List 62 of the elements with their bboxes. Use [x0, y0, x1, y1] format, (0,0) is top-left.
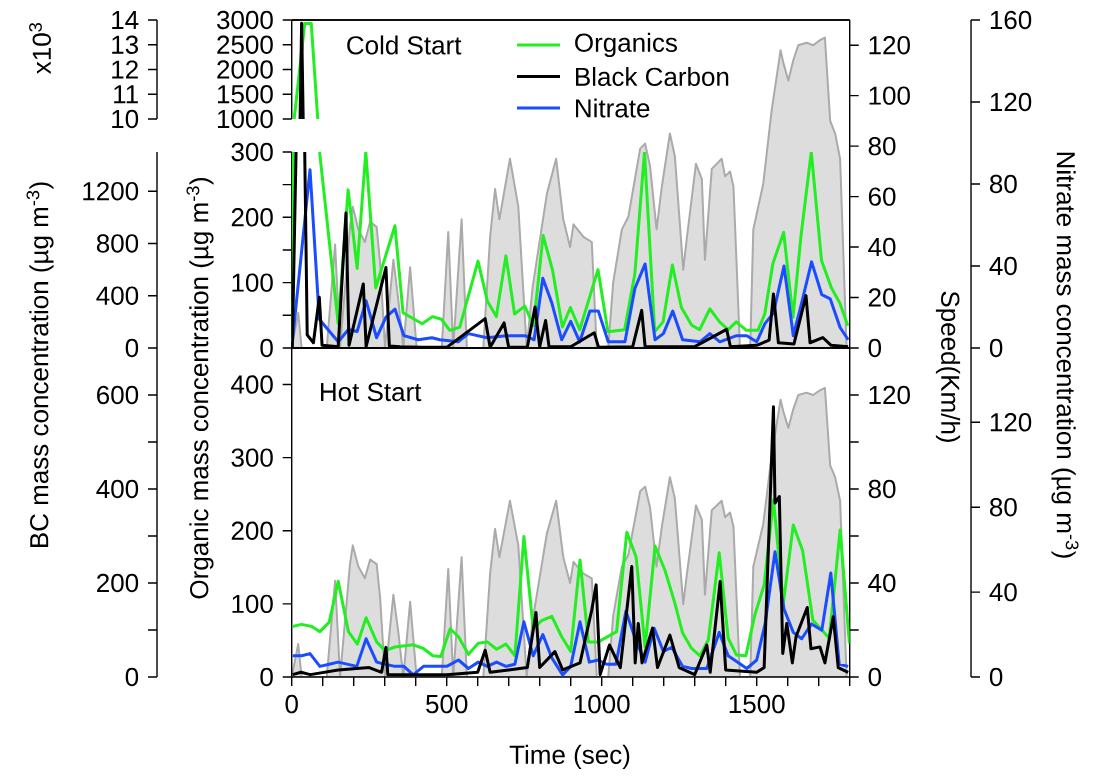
y-tick-label: 800: [96, 234, 139, 253]
y2-tick-label: 120: [869, 36, 910, 55]
y-tick-label: 400: [96, 479, 139, 499]
y-axis-title: Organic mass concentration (µg m$^{-3}$): [186, 177, 214, 599]
y-tick-label: 0: [125, 667, 139, 687]
text: x10$^{3}$: [29, 23, 51, 74]
y-tick-label: 200: [231, 208, 273, 227]
y3-axis-title: Nitrate mass concentration (µg m$^{-3}$): [1051, 152, 1079, 558]
y-tick-label: 600: [97, 385, 139, 405]
y-tick-label: 400: [96, 286, 139, 305]
x-tick-label: 1500: [729, 694, 785, 714]
y-tick-label: 200: [231, 521, 273, 540]
y-tick-label: 0: [260, 667, 273, 687]
y2-tick-label: 20: [868, 288, 896, 307]
y-tick-label: 0: [260, 338, 273, 358]
y2-tick-label: 0: [868, 338, 882, 358]
y2-tick-label: 80: [868, 479, 896, 499]
y-tick-label: 300: [231, 142, 273, 162]
y-tick-label: 1500: [217, 85, 273, 104]
y3-tick-label: 0: [989, 667, 1003, 687]
y-tick-label: 2000: [217, 60, 273, 79]
y2-tick-label: 60: [868, 187, 896, 206]
chart-title: Cold Start: [347, 35, 462, 55]
y2-tick-label: 120: [869, 385, 910, 405]
text: Hot Start: [321, 382, 422, 402]
y-tick-label: 200: [97, 573, 139, 593]
y3-tick-label: 120: [990, 92, 1032, 112]
y2-tick-label: 80: [868, 136, 896, 156]
y-tick-label: 12: [112, 60, 138, 79]
x-tick-label: 1000: [574, 694, 630, 714]
y-tick-label: 1200: [83, 181, 139, 201]
y2-tick-label: 40: [868, 573, 896, 593]
x-tick-label: 500: [426, 694, 468, 714]
y3-tick-label: 80: [990, 174, 1017, 194]
y2-tick-label: 100: [869, 86, 910, 105]
y-tick-label: 11: [114, 85, 138, 104]
y-tick-label: 0: [125, 338, 139, 358]
y-tick-label: 10: [112, 109, 139, 129]
y3-tick-label: 0: [989, 338, 1003, 358]
y-tick-label: 14: [112, 11, 139, 29]
y-tick-label: 2500: [217, 35, 273, 54]
y-tick-label: 100: [232, 594, 273, 614]
legend-label: Black Carbon: [576, 66, 729, 87]
y-tick-label: 1000: [217, 109, 273, 129]
y3-tick-label: 120: [990, 413, 1032, 432]
y-tick-label: 100: [232, 273, 273, 292]
y2-tick-label: 40: [868, 237, 896, 257]
y2-axis-title: Speed(Km/h): [935, 291, 961, 442]
y3-tick-label: 80: [990, 497, 1017, 517]
x-tick-label: 0: [285, 694, 298, 714]
legend-label: Nitrate: [576, 98, 650, 118]
y2-tick-label: 0: [868, 667, 882, 687]
y3-tick-label: 40: [989, 582, 1017, 602]
x-axis-title: Time (sec): [509, 744, 630, 770]
y3-tick-label: 160: [990, 10, 1032, 30]
y-tick-label: 3000: [216, 10, 273, 30]
y3-tick-label: 40: [989, 256, 1017, 276]
y-tick-label: 400: [231, 375, 273, 394]
y-tick-label: 300: [231, 448, 273, 467]
y-tick-label: 13: [112, 35, 138, 54]
legend-label: Organics: [575, 32, 677, 58]
y-axis-title: BC mass concentration (µg m$^{-3}$): [26, 182, 54, 548]
